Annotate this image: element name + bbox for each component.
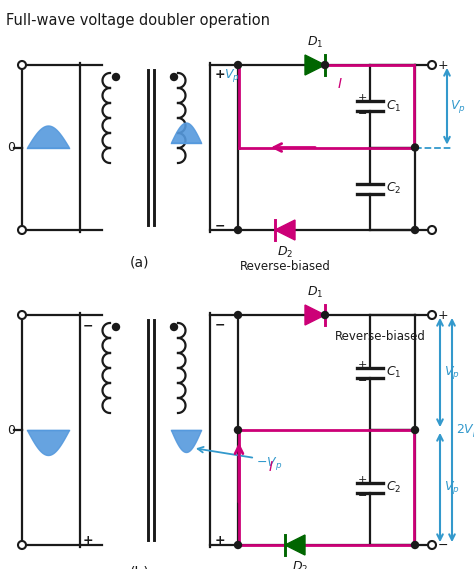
Text: $I$: $I$ bbox=[337, 77, 343, 91]
Text: −: − bbox=[357, 109, 367, 119]
Text: (a): (a) bbox=[130, 255, 150, 269]
Circle shape bbox=[321, 311, 328, 319]
Text: −: − bbox=[357, 376, 367, 386]
Circle shape bbox=[235, 61, 241, 68]
Text: +: + bbox=[357, 475, 367, 484]
Text: $V_p$: $V_p$ bbox=[444, 479, 460, 496]
Text: $D_1$: $D_1$ bbox=[307, 285, 323, 300]
Circle shape bbox=[171, 73, 177, 80]
Text: 0: 0 bbox=[7, 141, 15, 154]
Text: Reverse-biased: Reverse-biased bbox=[239, 260, 330, 273]
Text: +: + bbox=[215, 534, 226, 547]
Polygon shape bbox=[305, 55, 325, 75]
Circle shape bbox=[18, 311, 26, 319]
Circle shape bbox=[411, 427, 419, 434]
Text: $D_2$: $D_2$ bbox=[292, 560, 308, 569]
Text: Reverse-biased: Reverse-biased bbox=[335, 330, 426, 343]
Text: −: − bbox=[438, 538, 448, 551]
Text: +: + bbox=[83, 534, 94, 547]
Text: 0: 0 bbox=[7, 423, 15, 436]
Circle shape bbox=[411, 542, 419, 549]
Text: −: − bbox=[215, 318, 226, 331]
Polygon shape bbox=[305, 305, 325, 325]
Circle shape bbox=[428, 61, 436, 69]
Text: $2V_p$: $2V_p$ bbox=[456, 422, 474, 439]
Circle shape bbox=[321, 61, 328, 68]
Circle shape bbox=[428, 311, 436, 319]
Text: $I$: $I$ bbox=[268, 460, 273, 474]
Circle shape bbox=[112, 73, 119, 80]
Text: $V_p$: $V_p$ bbox=[444, 364, 460, 381]
Text: $D_1$: $D_1$ bbox=[307, 35, 323, 50]
Text: $C_1$: $C_1$ bbox=[386, 98, 401, 114]
Polygon shape bbox=[275, 220, 295, 240]
Text: +: + bbox=[357, 93, 367, 103]
Text: +: + bbox=[438, 59, 448, 72]
Circle shape bbox=[112, 324, 119, 331]
Polygon shape bbox=[285, 535, 305, 555]
Text: −: − bbox=[357, 490, 367, 501]
Text: $C_2$: $C_2$ bbox=[386, 181, 401, 196]
Circle shape bbox=[235, 427, 241, 434]
Text: $D_2$: $D_2$ bbox=[277, 245, 293, 260]
Text: $V_p$: $V_p$ bbox=[224, 67, 240, 84]
Text: $C_1$: $C_1$ bbox=[386, 365, 401, 380]
Text: Full-wave voltage doubler operation: Full-wave voltage doubler operation bbox=[6, 13, 270, 28]
Text: +: + bbox=[438, 308, 448, 321]
Text: $-V_p$: $-V_p$ bbox=[256, 455, 282, 472]
Circle shape bbox=[235, 311, 241, 319]
Circle shape bbox=[18, 61, 26, 69]
Text: −: − bbox=[215, 219, 226, 232]
Circle shape bbox=[171, 324, 177, 331]
Circle shape bbox=[18, 541, 26, 549]
Circle shape bbox=[18, 226, 26, 234]
Text: $C_2$: $C_2$ bbox=[386, 480, 401, 495]
Circle shape bbox=[411, 226, 419, 233]
Circle shape bbox=[428, 541, 436, 549]
Circle shape bbox=[235, 226, 241, 233]
Text: $V_p$: $V_p$ bbox=[450, 98, 466, 115]
Text: −: − bbox=[83, 319, 93, 332]
Text: +: + bbox=[215, 68, 226, 81]
Text: (b): (b) bbox=[130, 565, 150, 569]
Text: +: + bbox=[357, 360, 367, 369]
Circle shape bbox=[235, 542, 241, 549]
Circle shape bbox=[428, 226, 436, 234]
Circle shape bbox=[411, 144, 419, 151]
